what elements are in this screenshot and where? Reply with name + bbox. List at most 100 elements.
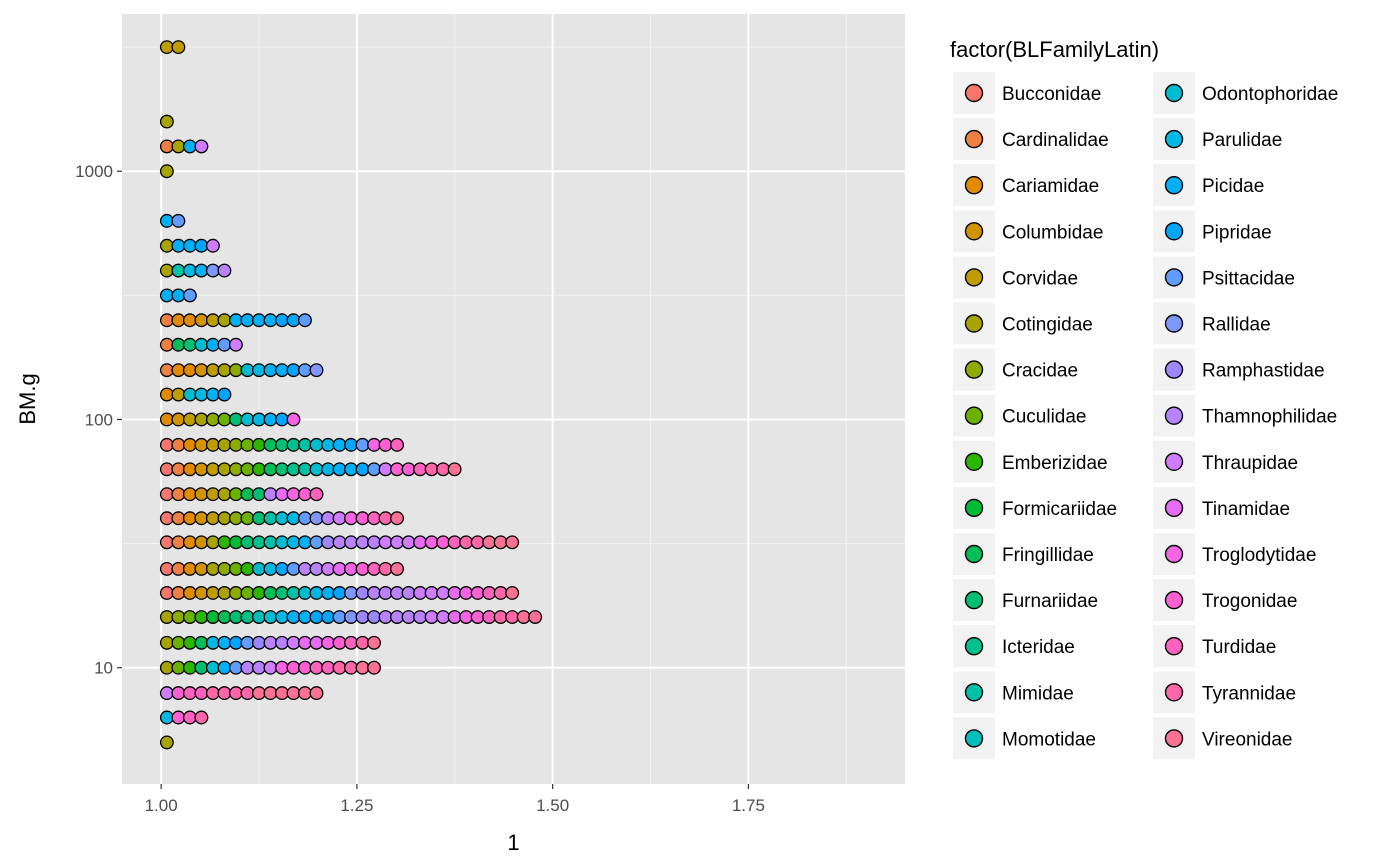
data-point [194, 363, 209, 378]
data-point [217, 535, 232, 550]
legend-item: Furnariidae [953, 579, 1098, 622]
data-point [159, 164, 174, 179]
data-point [251, 686, 266, 701]
legend-label: Cracidae [1002, 361, 1078, 382]
data-point [309, 535, 324, 550]
legend-label: Cuculidae [1002, 407, 1087, 428]
data-point [159, 288, 174, 303]
data-point [424, 610, 439, 624]
legend-key-dot [1164, 590, 1184, 610]
data-point [309, 686, 324, 701]
data-point [367, 586, 381, 600]
data-point [159, 114, 174, 129]
data-point [298, 462, 312, 477]
data-point [205, 462, 220, 477]
data-point [298, 437, 312, 452]
data-point [378, 610, 393, 624]
data-point [171, 412, 186, 427]
data-point [171, 487, 186, 502]
data-point [159, 487, 174, 502]
data-point [194, 337, 209, 352]
legend-key-dot [964, 83, 984, 103]
data-point [344, 462, 358, 477]
y-axis-title: BM.g [15, 373, 40, 424]
legend-label: Momotidae [1002, 729, 1096, 750]
legend-label: Odontophoridae [1202, 84, 1338, 105]
data-point [459, 535, 474, 550]
data-point [205, 586, 220, 600]
data-point [309, 363, 324, 378]
data-point [275, 363, 289, 378]
legend-label: Psittacidae [1202, 268, 1295, 289]
legend-label: Tinamidae [1202, 499, 1290, 520]
data-point [482, 586, 497, 600]
legend-key-dot [964, 498, 984, 518]
data-point [355, 586, 370, 600]
data-point [217, 487, 232, 502]
data-point [182, 535, 197, 550]
data-point [309, 635, 324, 650]
data-point [344, 535, 358, 550]
data-point [217, 337, 232, 352]
data-point [182, 686, 197, 701]
legend-key-dot [1164, 129, 1184, 149]
data-point [263, 535, 278, 550]
legend-label: Cardinalidae [1002, 130, 1109, 151]
data-point [171, 437, 186, 452]
legend-item: Cuculidae [953, 394, 1087, 437]
data-point [263, 660, 278, 675]
data-point [332, 462, 347, 477]
data-point [332, 635, 347, 650]
data-point [378, 462, 393, 477]
data-point [263, 635, 278, 650]
data-point [251, 313, 266, 328]
data-point [182, 437, 197, 452]
data-point [367, 437, 381, 452]
data-point [298, 660, 312, 675]
data-point [286, 437, 301, 452]
data-point [194, 610, 209, 624]
legend-item: Thamnophilidae [1153, 394, 1337, 437]
legend-item: Thraupidae [1153, 440, 1298, 483]
legend-label: Tyrannidae [1202, 683, 1296, 704]
data-point [159, 213, 174, 228]
data-point [447, 535, 462, 550]
legend-label: Turdidae [1202, 637, 1276, 658]
data-point [228, 437, 243, 452]
data-point [217, 437, 232, 452]
data-point [194, 238, 209, 253]
data-point [217, 511, 232, 526]
data-point [332, 437, 347, 452]
legend-label: Bucconidae [1002, 84, 1101, 105]
data-point [182, 487, 197, 502]
data-point [344, 561, 358, 576]
data-point [205, 561, 220, 576]
data-point [217, 586, 232, 600]
data-point [298, 487, 312, 502]
data-point [321, 660, 335, 675]
data-point [309, 462, 324, 477]
data-point [251, 363, 266, 378]
legend-label: Cariamidae [1002, 176, 1099, 197]
data-point [182, 710, 197, 725]
data-point [401, 610, 416, 624]
data-point [275, 313, 289, 328]
x-tick-label: 1.00 [145, 796, 178, 815]
data-point [205, 511, 220, 526]
data-point [228, 686, 243, 701]
data-point [275, 610, 289, 624]
data-point [205, 487, 220, 502]
legend-key-dot [1164, 175, 1184, 195]
data-point [240, 313, 255, 328]
data-point [217, 313, 232, 328]
data-point [159, 139, 174, 154]
data-point [493, 535, 508, 550]
data-point [505, 586, 520, 600]
data-point [159, 238, 174, 253]
x-axis-title: 1 [507, 830, 519, 855]
data-point [332, 660, 347, 675]
legend-key-dot [1164, 268, 1184, 287]
data-point [194, 387, 209, 402]
data-point [309, 487, 324, 502]
data-point [298, 313, 312, 328]
